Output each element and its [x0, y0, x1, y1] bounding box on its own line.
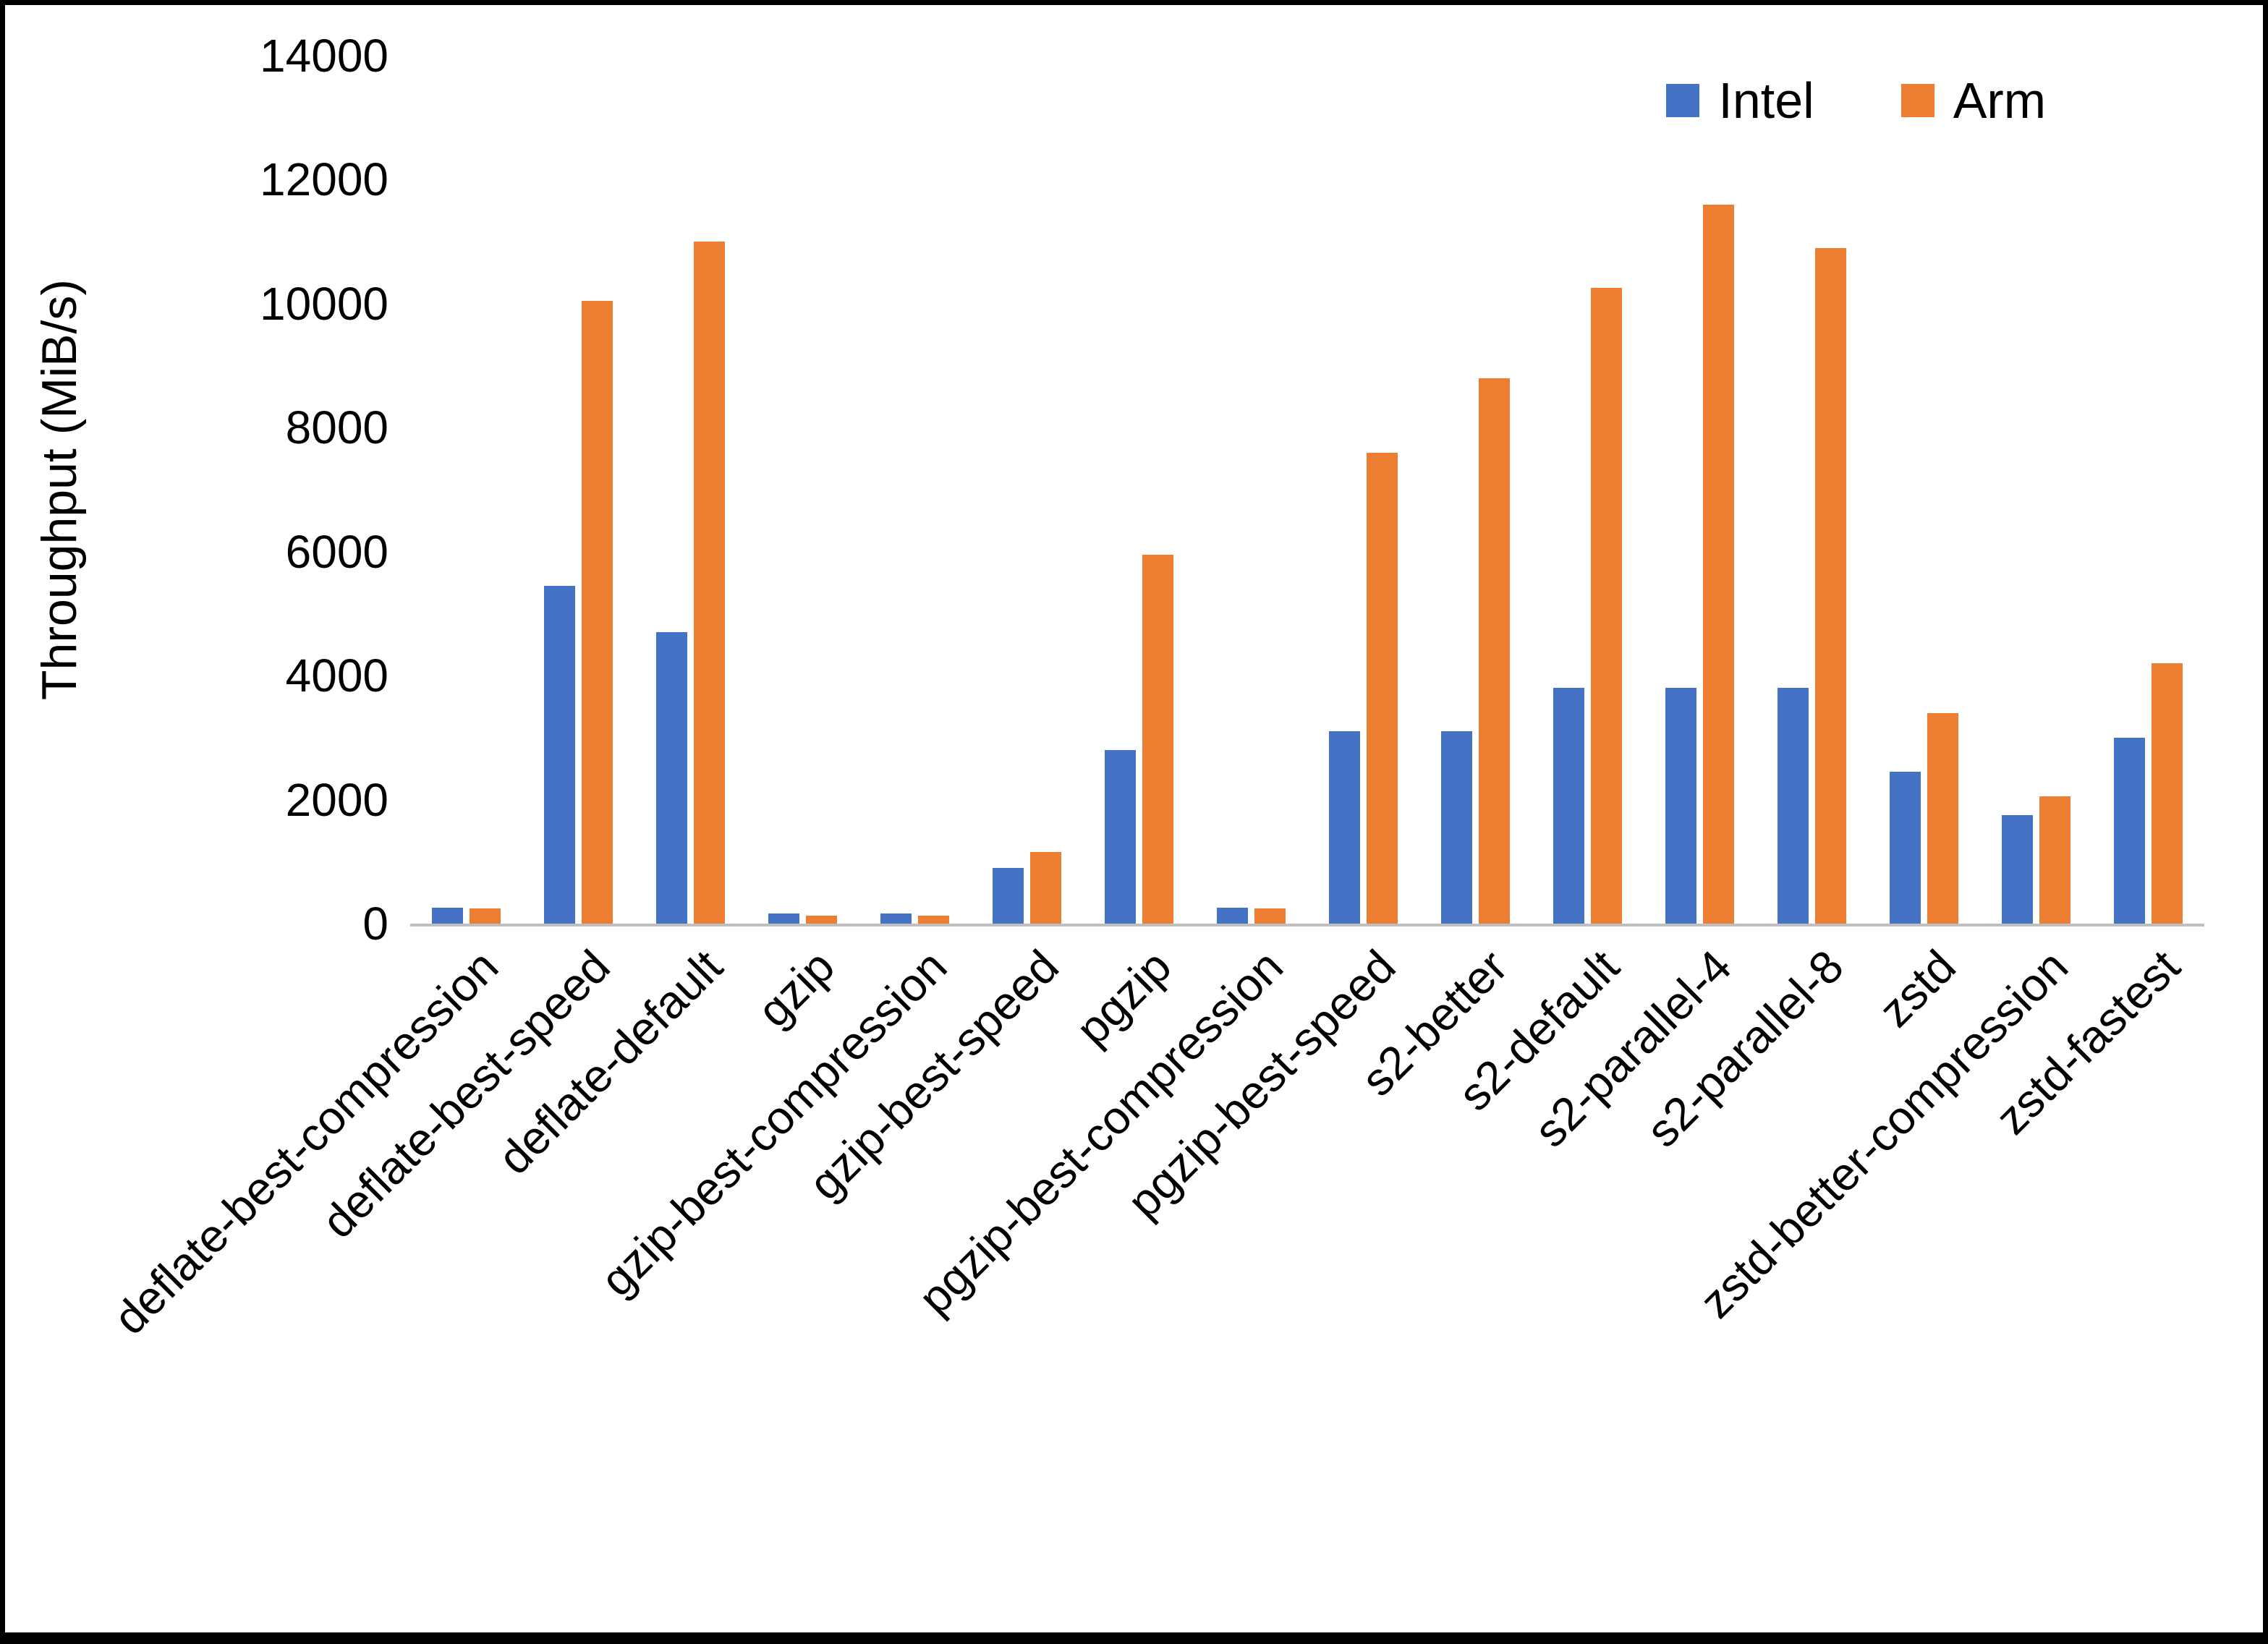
bar-group [1868, 56, 1980, 924]
bar-arm [694, 242, 725, 924]
bar-group [1419, 56, 1532, 924]
bar-arm [1927, 712, 1958, 924]
bar-arm [1815, 247, 1846, 924]
y-axis-title-wrap: Throughput (MiB/s) [12, 56, 106, 924]
legend-swatch-arm [1900, 84, 1934, 117]
bar-intel [1329, 731, 1360, 924]
bar-intel [1105, 750, 1136, 924]
bar-arm [1591, 288, 1622, 924]
bar-group [1756, 56, 1868, 924]
bar-group [859, 56, 971, 924]
bar-group [410, 56, 522, 924]
legend-label: Intel [1718, 72, 1814, 129]
bar-intel [2114, 737, 2145, 924]
bar-arm [918, 915, 949, 924]
bar-intel [993, 867, 1024, 924]
bar-arm [1367, 452, 1398, 924]
y-tick-label: 4000 [285, 649, 388, 702]
y-tick-label: 10000 [260, 277, 388, 330]
bar-intel [1441, 731, 1472, 924]
y-tick-label: 6000 [285, 525, 388, 578]
bar-intel [1890, 772, 1921, 924]
bar-intel [1553, 688, 1584, 924]
legend-label: Arm [1953, 72, 2046, 129]
x-axis-labels: deflate-best-compression deflate-best-spe… [103, 940, 2191, 1345]
legend: Intel Arm [1666, 72, 2046, 129]
bar-group [1980, 56, 2092, 924]
bar-arm [2039, 796, 2070, 924]
bar-group [634, 56, 747, 924]
y-axis-title: Throughput (MiB/s) [32, 279, 88, 700]
bar-intel [1778, 688, 1809, 924]
bar-intel [2002, 815, 2033, 924]
bar-group [1644, 56, 1756, 924]
bar-group [1532, 56, 1644, 924]
y-tick-label: 2000 [285, 773, 388, 826]
y-tick-label: 12000 [260, 153, 388, 206]
legend-item-arm: Arm [1900, 72, 2046, 129]
bar-arm [1479, 378, 1510, 924]
legend-item-intel: Intel [1666, 72, 1814, 129]
y-tick-label: 14000 [260, 30, 388, 82]
bars-area [410, 56, 2204, 924]
legend-swatch-intel [1666, 84, 1700, 117]
bar-intel [768, 913, 799, 924]
bar-arm [1703, 204, 1734, 924]
bar-intel [1665, 688, 1696, 924]
bar-arm [1030, 852, 1061, 924]
bar-group [971, 56, 1083, 924]
bar-intel [880, 913, 912, 924]
bar-intel [1217, 907, 1248, 924]
bar-arm [806, 915, 837, 924]
bar-group [1083, 56, 1195, 924]
plot-area [410, 56, 2204, 927]
y-tick-label: 8000 [285, 401, 388, 454]
bar-group [1307, 56, 1419, 924]
bar-group [1195, 56, 1307, 924]
y-tick-label: 0 [362, 898, 388, 950]
bar-arm [2152, 663, 2183, 924]
bar-arm [1142, 555, 1173, 924]
bar-intel [432, 907, 463, 924]
bar-arm [582, 300, 613, 924]
bar-intel [656, 632, 687, 924]
bar-group [522, 56, 634, 924]
bar-arm [470, 908, 501, 924]
bar-group [747, 56, 859, 924]
bar-intel [544, 585, 575, 924]
bar-arm [1254, 908, 1286, 924]
bar-group [2092, 56, 2204, 924]
